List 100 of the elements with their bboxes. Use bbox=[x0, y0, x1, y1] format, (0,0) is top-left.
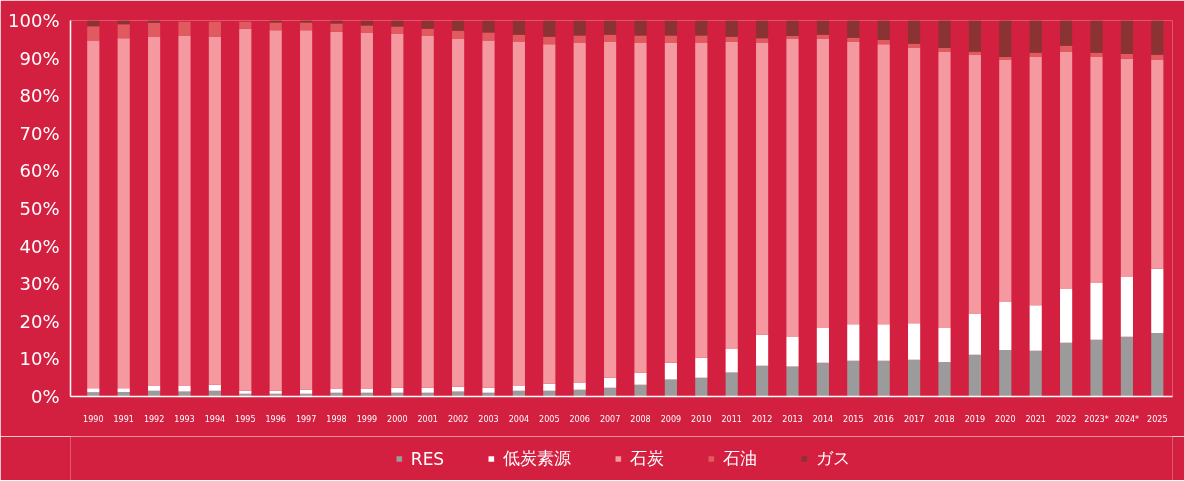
x-tick-label: 1996 bbox=[265, 414, 286, 424]
bar bbox=[877, 324, 890, 361]
bar bbox=[360, 25, 373, 33]
bar bbox=[816, 38, 829, 329]
bar bbox=[816, 20, 829, 35]
bar bbox=[725, 20, 738, 37]
bar bbox=[330, 388, 343, 393]
bar bbox=[999, 20, 1012, 57]
bar bbox=[452, 30, 465, 39]
bar bbox=[543, 383, 556, 391]
bar bbox=[664, 35, 677, 44]
y-tick-label: 100% bbox=[8, 10, 60, 31]
y-tick-label: 80% bbox=[19, 85, 60, 107]
bar bbox=[330, 23, 343, 32]
x-tick-label: 2000 bbox=[387, 414, 408, 424]
bar bbox=[664, 20, 677, 36]
y-tick-label: 10% bbox=[19, 348, 60, 370]
bar bbox=[1151, 59, 1164, 269]
bar bbox=[816, 34, 829, 39]
y-tick-label: 0% bbox=[30, 386, 60, 407]
bar bbox=[847, 20, 860, 38]
bar bbox=[1151, 332, 1164, 397]
bar bbox=[87, 388, 100, 393]
bar bbox=[512, 34, 525, 42]
bar bbox=[816, 328, 829, 363]
x-tick-label: 2005 bbox=[539, 414, 560, 424]
bar bbox=[786, 38, 799, 338]
y-tick-label: 70% bbox=[19, 122, 60, 144]
bar bbox=[421, 20, 434, 29]
bar bbox=[968, 354, 981, 397]
bar bbox=[208, 21, 221, 38]
bar bbox=[1029, 52, 1042, 57]
bar bbox=[452, 386, 465, 392]
x-tick-label: 2016 bbox=[873, 414, 894, 424]
bar bbox=[908, 323, 921, 360]
bar bbox=[604, 41, 617, 378]
x-tick-label: 2012 bbox=[751, 414, 773, 424]
x-tick-label: 2003 bbox=[478, 414, 499, 424]
bar bbox=[968, 313, 981, 355]
bar bbox=[664, 379, 677, 397]
bar bbox=[573, 43, 586, 383]
bar bbox=[695, 35, 708, 44]
bar bbox=[269, 30, 282, 391]
bar bbox=[1090, 56, 1103, 283]
x-tick-label: 2013 bbox=[782, 414, 803, 424]
bar bbox=[452, 38, 465, 387]
bar bbox=[87, 392, 100, 397]
bar bbox=[1090, 20, 1103, 53]
x-tick-label: 1994 bbox=[204, 414, 226, 424]
bar bbox=[908, 359, 921, 397]
bar bbox=[300, 30, 313, 390]
x-tick-label: 2020 bbox=[995, 414, 1016, 424]
x-tick-label: 2023* bbox=[1084, 414, 1109, 424]
bar bbox=[1060, 288, 1073, 343]
bar bbox=[1029, 20, 1042, 53]
bar bbox=[1029, 56, 1042, 306]
bar bbox=[695, 20, 708, 36]
bar bbox=[938, 328, 951, 362]
bar bbox=[999, 302, 1012, 350]
bar bbox=[360, 388, 373, 393]
bar bbox=[756, 365, 769, 397]
bar bbox=[452, 20, 465, 31]
bar bbox=[330, 20, 343, 24]
bar bbox=[543, 20, 556, 37]
bar bbox=[786, 20, 799, 36]
x-tick-label: 2014 bbox=[812, 414, 834, 424]
x-tick-label: 2025 bbox=[1147, 414, 1168, 424]
bar bbox=[573, 382, 586, 390]
bar bbox=[482, 32, 495, 41]
legend-label: 石炭 bbox=[630, 446, 665, 470]
bar bbox=[360, 32, 373, 389]
bar bbox=[1090, 52, 1103, 57]
bar bbox=[634, 384, 647, 397]
bar bbox=[1090, 339, 1103, 397]
bar bbox=[695, 377, 708, 397]
bar bbox=[604, 20, 617, 35]
bar bbox=[847, 41, 860, 325]
bar bbox=[1120, 53, 1133, 59]
bar bbox=[604, 387, 617, 397]
bar bbox=[877, 360, 890, 397]
bar bbox=[1029, 305, 1042, 351]
bar bbox=[999, 59, 1012, 303]
x-tick-label: 2004 bbox=[508, 414, 530, 424]
bar bbox=[391, 20, 404, 27]
bar bbox=[908, 47, 921, 324]
bar bbox=[908, 43, 921, 48]
bar bbox=[725, 349, 738, 373]
x-tick-label: 2021 bbox=[1025, 414, 1046, 424]
bar bbox=[148, 385, 161, 391]
bar bbox=[208, 384, 221, 391]
bar bbox=[847, 360, 860, 397]
x-tick-label: 2018 bbox=[934, 414, 955, 424]
bar bbox=[208, 37, 221, 385]
bar bbox=[725, 41, 738, 350]
bar bbox=[756, 20, 769, 39]
bar bbox=[482, 20, 495, 33]
x-tick-label: 2009 bbox=[660, 414, 682, 424]
bar bbox=[1060, 20, 1073, 46]
bar bbox=[938, 47, 951, 53]
bar bbox=[148, 22, 161, 38]
